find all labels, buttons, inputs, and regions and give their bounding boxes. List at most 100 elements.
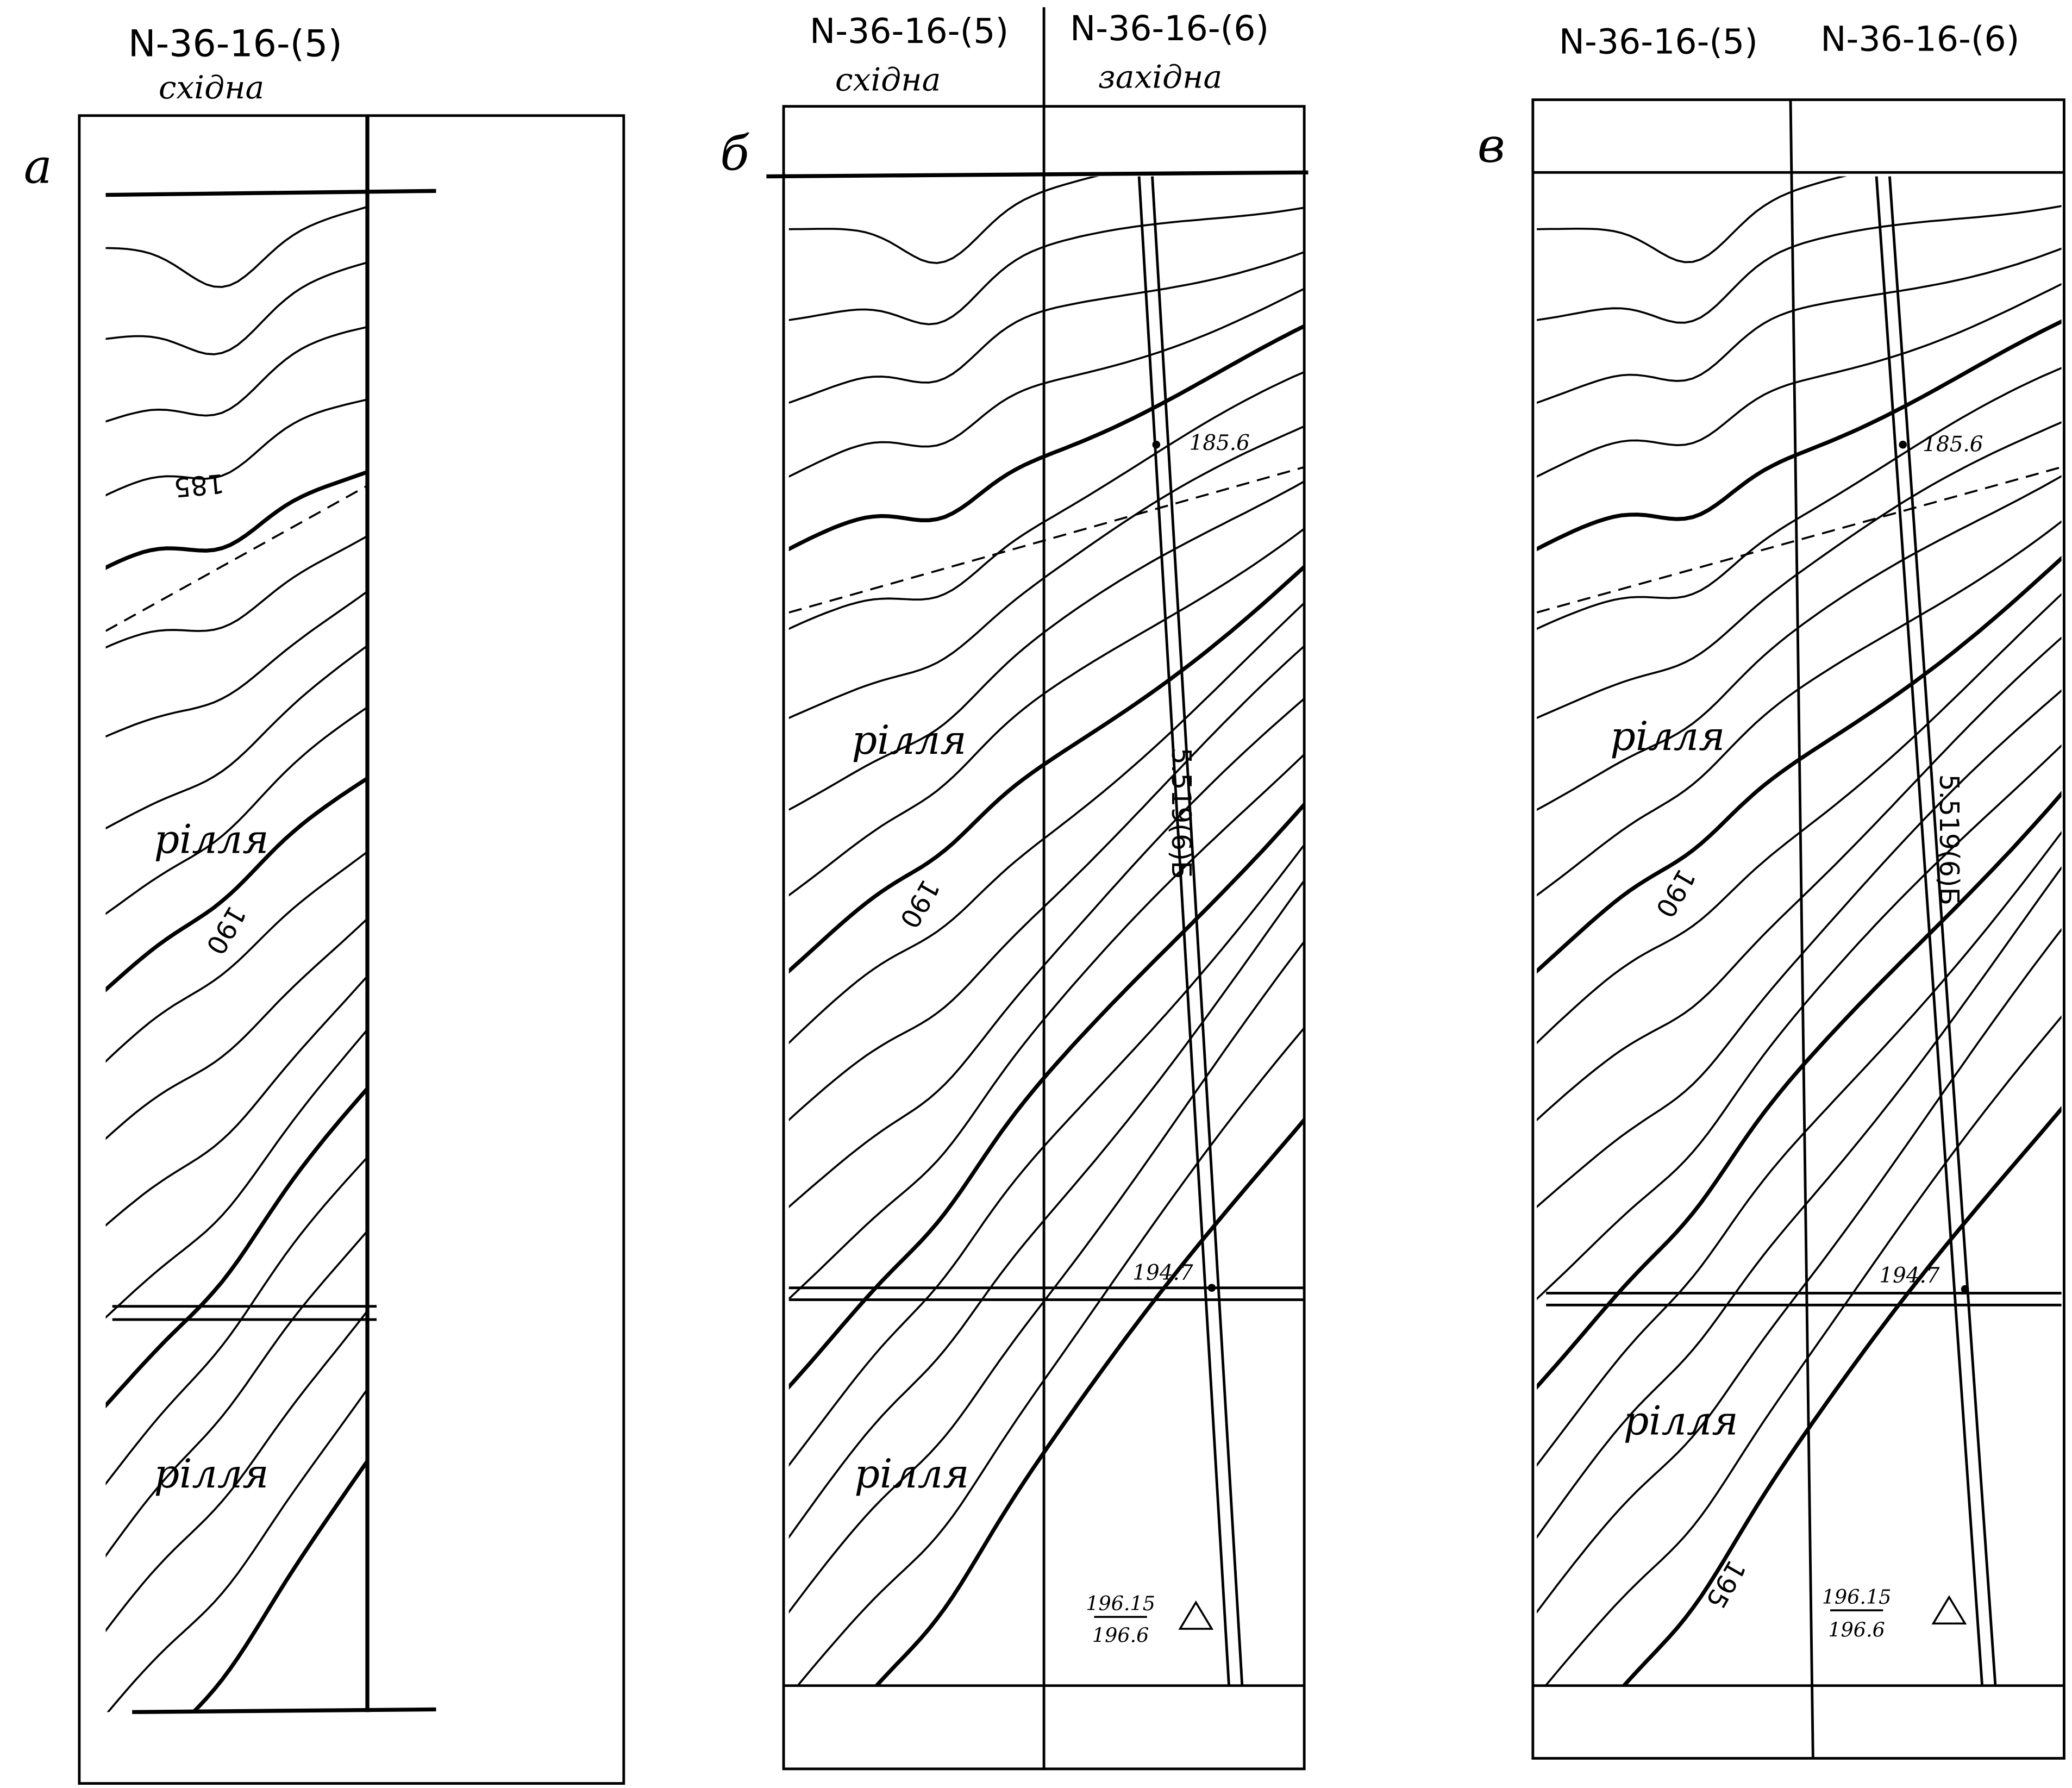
contour-line	[1537, 831, 2062, 1467]
contour-line	[788, 645, 1305, 1122]
panel-label: в	[1478, 118, 1505, 173]
contour-line	[105, 1229, 368, 1558]
contour-line	[788, 251, 1305, 404]
sheet-side: східна	[159, 69, 264, 106]
frame-line	[766, 170, 1309, 179]
contours	[788, 176, 1305, 1686]
sheet-edge	[1789, 99, 1814, 1759]
land-label: рілля	[1610, 714, 1725, 760]
height-label: 196.6	[1092, 1623, 1149, 1647]
contour-line	[105, 1028, 368, 1319]
road	[1137, 176, 1230, 1686]
contour-label: 190	[200, 901, 252, 959]
sheet-side: західна	[1098, 59, 1222, 96]
height-label: 185.6	[1190, 431, 1250, 455]
height-label: 196.15	[1822, 1585, 1892, 1609]
frame-line	[132, 1707, 436, 1714]
sheet-frame	[78, 114, 625, 1785]
sheet-name: N-36-16-(5)	[128, 22, 342, 65]
contour-line	[1537, 421, 2062, 720]
contour-line	[1537, 283, 2062, 478]
contour-line	[1537, 636, 2062, 1122]
road	[1151, 176, 1244, 1686]
contour-line	[1537, 205, 2062, 324]
contour-line	[1621, 1105, 2062, 1686]
contour-line	[788, 602, 1305, 1045]
spot-height	[1207, 1284, 1216, 1292]
contour-line	[105, 1309, 368, 1633]
spot-height	[1152, 440, 1161, 449]
road	[1875, 176, 1984, 1686]
boundary-line	[105, 484, 368, 632]
contour-line	[874, 1116, 1305, 1686]
contour-line	[788, 287, 1305, 478]
contour-line	[1537, 928, 2062, 1614]
panel-a: N-36-16-(5) східна а 185 190 рілля рілля	[24, 22, 625, 1785]
contour-line	[105, 706, 368, 915]
spot-height	[1899, 440, 1907, 449]
contour-line	[105, 974, 368, 1227]
contour-line	[1537, 520, 2062, 897]
contour-line	[788, 753, 1305, 1301]
contour-label: 185	[172, 468, 225, 503]
contour-line	[1537, 319, 2062, 552]
panel-label: а	[24, 139, 52, 195]
road-label: 5.519(6)Б	[1166, 748, 1196, 879]
height-label: 194.7	[1132, 1261, 1193, 1285]
trig-point	[1178, 1600, 1214, 1630]
height-label: 196.6	[1828, 1618, 1885, 1642]
contour-line	[788, 176, 1099, 264]
road-label: 5.519(6)Б	[1933, 774, 1964, 905]
contour-line	[105, 326, 368, 423]
spot-height	[1961, 1285, 1969, 1293]
contour-line	[1537, 689, 2062, 1209]
contour-line	[1544, 1015, 2062, 1686]
contour-line	[796, 1026, 1305, 1686]
contour-line	[1537, 367, 2062, 630]
land-label: рілля	[852, 717, 966, 764]
contour-line	[788, 879, 1305, 1539]
contour-line	[1537, 475, 2062, 811]
panel-label: б	[720, 126, 749, 181]
sheet-name: N-36-16-(6)	[1820, 19, 2019, 59]
sheet-frame	[1531, 98, 2065, 1760]
land-label: рілля	[154, 817, 268, 863]
contour-line	[788, 207, 1305, 326]
sheet-side: східна	[835, 61, 941, 98]
contour-line	[105, 535, 368, 649]
contour-line	[190, 1458, 368, 1712]
contour-line	[1537, 866, 2062, 1539]
sheet-name: N-36-16-(5)	[1559, 21, 1758, 61]
contour-line	[105, 917, 368, 1140]
contour-line	[788, 564, 1305, 974]
contour-line	[105, 1155, 368, 1486]
land-label: рілля	[1624, 1398, 1738, 1445]
contours	[105, 205, 368, 1712]
contour-line	[105, 1085, 368, 1409]
boundary-line	[1537, 466, 2062, 614]
contour-line	[788, 480, 1305, 811]
contour-line	[788, 323, 1305, 552]
contour-line	[105, 851, 368, 1063]
contour-line	[788, 801, 1305, 1390]
panel-c: N-36-16-(5) N-36-16-(6) в 185.6 5.519(6)…	[1478, 19, 2065, 1760]
contours	[1537, 176, 2062, 1686]
height-label: 196.15	[1086, 1592, 1155, 1615]
contour-line	[788, 371, 1305, 630]
contour-line	[1537, 247, 2062, 404]
land-label: рілля	[154, 1451, 268, 1497]
contour-line	[788, 940, 1305, 1614]
sheet-name: N-36-16-(6)	[1070, 8, 1269, 48]
boundary-line	[788, 466, 1305, 614]
sheet-name: N-36-16-(5)	[810, 11, 1009, 51]
contour-line	[105, 590, 368, 738]
contour-line	[105, 398, 368, 497]
contour-line	[1537, 555, 2062, 974]
contour-line	[1537, 791, 2062, 1390]
contour-line	[105, 776, 368, 992]
contour-line	[1537, 744, 2062, 1301]
contour-line	[1537, 176, 1847, 264]
land-label: рілля	[854, 1451, 969, 1497]
